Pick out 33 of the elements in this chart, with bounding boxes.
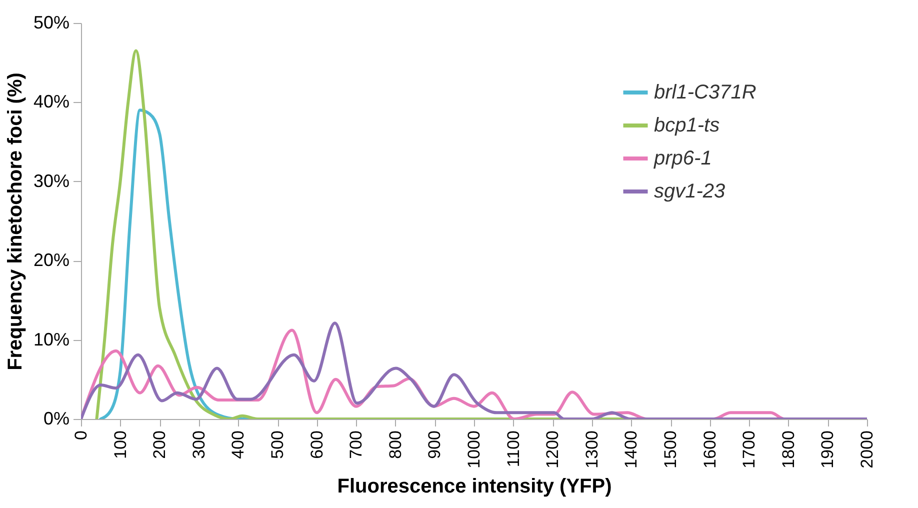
y-tick-label: 0%	[43, 408, 70, 428]
x-tick-label: 700	[346, 430, 366, 459]
x-tick-label: 500	[268, 430, 287, 459]
y-tick-label: 20%	[33, 250, 70, 270]
x-tick-label: 1900	[818, 430, 838, 468]
x-tick-label: 1500	[661, 430, 680, 468]
y-tick-label: 10%	[33, 329, 70, 350]
legend-label: bcp1-ts	[654, 114, 720, 136]
x-tick-label: 1400	[622, 430, 641, 468]
x-tick-label: 100	[110, 430, 130, 459]
x-tick-label: 1000	[464, 430, 484, 468]
x-tick-label: 2000	[858, 430, 876, 468]
y-axis-title: Frequency kinetochore foci (%)	[4, 72, 26, 370]
x-tick-label: 1600	[700, 430, 720, 468]
x-tick-label: 1800	[778, 430, 798, 468]
x-tick-label: 1300	[582, 430, 602, 468]
x-tick-label: 300	[189, 430, 208, 459]
legend-label: sgv1-23	[654, 180, 726, 202]
x-tick-label: 400	[228, 430, 248, 459]
x-tick-label: 1700	[740, 430, 759, 468]
x-tick-label: 1100	[504, 430, 523, 468]
y-tick-label: 50%	[33, 12, 70, 32]
x-tick-label: 200	[150, 430, 170, 459]
legend-label: brl1-C371R	[654, 82, 756, 104]
y-tick-label: 30%	[33, 170, 70, 191]
x-tick-label: 600	[307, 430, 326, 459]
y-tick-label: 40%	[33, 92, 70, 112]
x-tick-label: 900	[425, 430, 444, 459]
x-tick-label: 800	[386, 430, 405, 459]
x-axis-title: Fluorescence intensity (YFP)	[337, 475, 612, 498]
legend-label: prp6-1	[653, 148, 712, 170]
x-tick-label: 1200	[543, 430, 562, 468]
x-tick-label: 0	[72, 430, 90, 440]
